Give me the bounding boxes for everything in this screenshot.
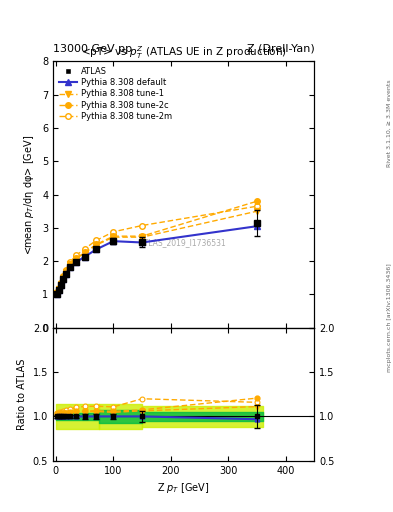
X-axis label: Z $p_T$ [GeV]: Z $p_T$ [GeV] xyxy=(158,481,210,495)
Y-axis label: Ratio to ATLAS: Ratio to ATLAS xyxy=(17,358,27,430)
Y-axis label: <mean $p_T$/dη dφ> [GeV]: <mean $p_T$/dη dφ> [GeV] xyxy=(22,135,37,254)
Text: mcplots.cern.ch [arXiv:1306.3436]: mcplots.cern.ch [arXiv:1306.3436] xyxy=(387,263,392,372)
Text: 13000 GeV pp: 13000 GeV pp xyxy=(53,44,132,54)
Legend: ATLAS, Pythia 8.308 default, Pythia 8.308 tune-1, Pythia 8.308 tune-2c, Pythia 8: ATLAS, Pythia 8.308 default, Pythia 8.30… xyxy=(57,66,173,122)
Title: <pT> vs $p_T^Z$ (ATLAS UE in Z production): <pT> vs $p_T^Z$ (ATLAS UE in Z productio… xyxy=(81,45,287,61)
Text: Z (Drell-Yan): Z (Drell-Yan) xyxy=(247,44,314,54)
Text: Rivet 3.1.10, ≥ 3.3M events: Rivet 3.1.10, ≥ 3.3M events xyxy=(387,79,392,167)
Text: ATLAS_2019_I1736531: ATLAS_2019_I1736531 xyxy=(140,238,227,247)
